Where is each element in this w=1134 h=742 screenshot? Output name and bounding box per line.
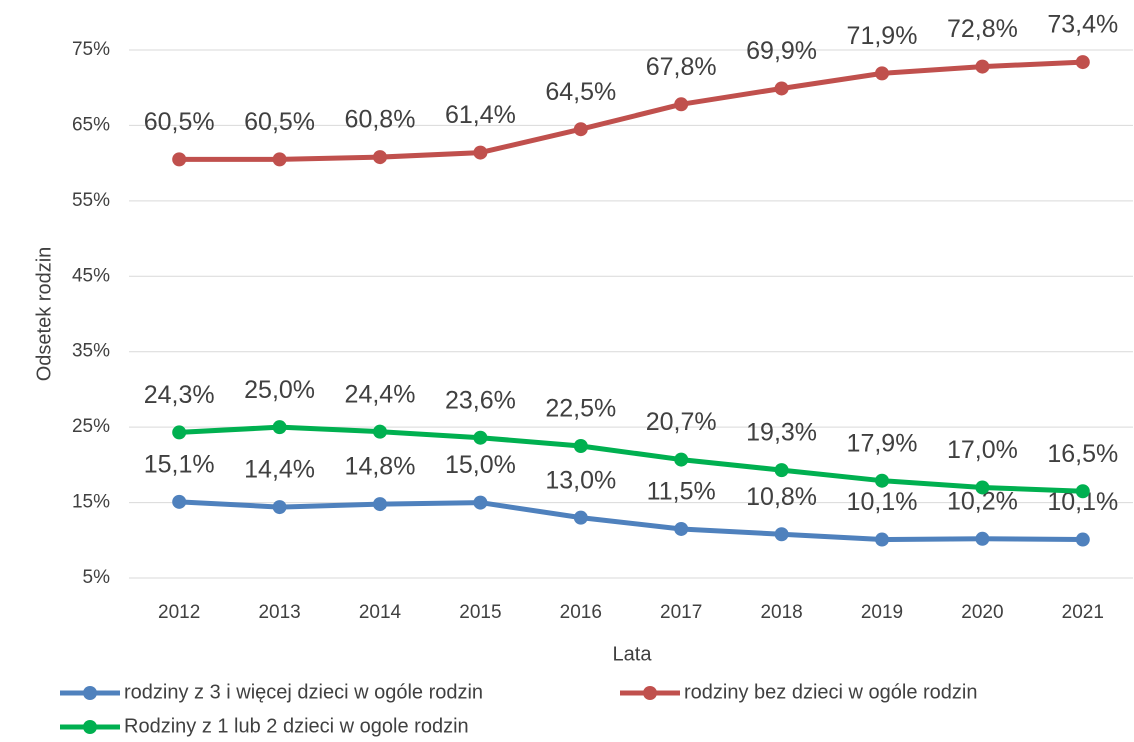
data-label: 19,3% [746, 419, 817, 447]
data-label: 67,8% [646, 53, 717, 81]
point [172, 425, 187, 440]
data-label: 14,8% [345, 453, 416, 481]
point [473, 145, 488, 160]
point [674, 452, 689, 467]
data-label: 25,0% [244, 376, 315, 404]
point [774, 463, 789, 478]
point [272, 500, 287, 515]
point [473, 495, 488, 510]
point [674, 521, 689, 536]
legend-label: rodziny z 3 i więcej dzieci w ogóle rodz… [124, 681, 483, 703]
data-label: 24,4% [345, 380, 416, 408]
data-label: 73,4% [1047, 11, 1118, 39]
x-tick-label: 2020 [961, 602, 1003, 623]
x-tick-label: 2015 [459, 602, 501, 623]
x-tick-label: 2016 [560, 602, 602, 623]
data-label: 14,4% [244, 456, 315, 484]
point [1075, 55, 1090, 70]
x-tick-label: 2017 [660, 602, 702, 623]
point [573, 122, 588, 137]
series-line [179, 499, 1083, 543]
x-tick-label: 2018 [760, 602, 802, 623]
point [573, 439, 588, 453]
point [774, 81, 789, 96]
legend-label: Rodziny z 1 lub 2 dzieci w ogole rodzin [124, 715, 469, 737]
data-label: 10,1% [847, 488, 918, 516]
x-axis-label: Lata [613, 643, 653, 665]
point [875, 66, 889, 81]
point [975, 59, 990, 74]
legend-label: rodziny bez dzieci w ogóle rodzin [684, 681, 978, 703]
y-tick-label: 35% [72, 341, 110, 362]
point [1075, 484, 1090, 499]
data-label: 60,5% [144, 108, 215, 136]
data-label: 11,5% [647, 478, 716, 506]
data-label: 22,5% [545, 395, 616, 423]
x-tick-label: 2013 [258, 602, 300, 623]
y-tick-label: 75% [72, 39, 110, 60]
y-tick-label: 15% [72, 492, 110, 513]
data-label: 72,8% [947, 15, 1018, 43]
data-label: 64,5% [545, 78, 616, 106]
data-label: 23,6% [445, 386, 516, 414]
data-label: 15,1% [144, 450, 215, 478]
point [172, 494, 187, 509]
y-axis-label: Odsetek rodzin [33, 247, 55, 382]
point [272, 152, 287, 167]
series-line [179, 59, 1083, 162]
data-label: 13,0% [545, 466, 616, 494]
y-tick-label: 65% [72, 114, 110, 135]
x-tick-label: 2014 [359, 602, 402, 623]
point [674, 97, 689, 112]
data-label: 10,8% [746, 483, 817, 511]
data-label: 61,4% [445, 101, 516, 129]
point [272, 420, 287, 435]
data-label: 17,0% [947, 436, 1018, 464]
point [172, 152, 187, 167]
x-tick-label: 2019 [861, 602, 903, 623]
data-label: 16,5% [1047, 440, 1118, 468]
y-tick-label: 5% [83, 567, 111, 588]
point [975, 480, 990, 495]
point [774, 527, 789, 542]
point [373, 424, 387, 439]
point [875, 473, 889, 488]
data-label: 24,3% [144, 381, 215, 409]
y-tick-label: 45% [72, 265, 110, 286]
point [573, 510, 588, 525]
data-label: 17,9% [847, 429, 918, 457]
point [1075, 532, 1090, 547]
legend-marker [83, 720, 97, 734]
series-line [179, 424, 1083, 494]
data-label: 60,5% [244, 108, 315, 136]
x-tick-label: 2021 [1062, 602, 1104, 623]
data-label: 60,8% [345, 106, 416, 134]
point [875, 532, 889, 547]
point [373, 150, 387, 165]
point [975, 531, 990, 546]
data-label: 20,7% [646, 408, 717, 436]
data-label: 71,9% [847, 22, 918, 50]
x-tick-label: 2012 [158, 602, 200, 623]
legend-marker [643, 686, 657, 700]
point [473, 430, 488, 445]
data-label: 69,9% [746, 37, 817, 65]
legend-marker [83, 686, 97, 700]
data-label: 15,0% [445, 451, 516, 479]
y-tick-label: 25% [72, 416, 110, 437]
point [373, 497, 387, 512]
y-tick-label: 55% [72, 190, 110, 211]
